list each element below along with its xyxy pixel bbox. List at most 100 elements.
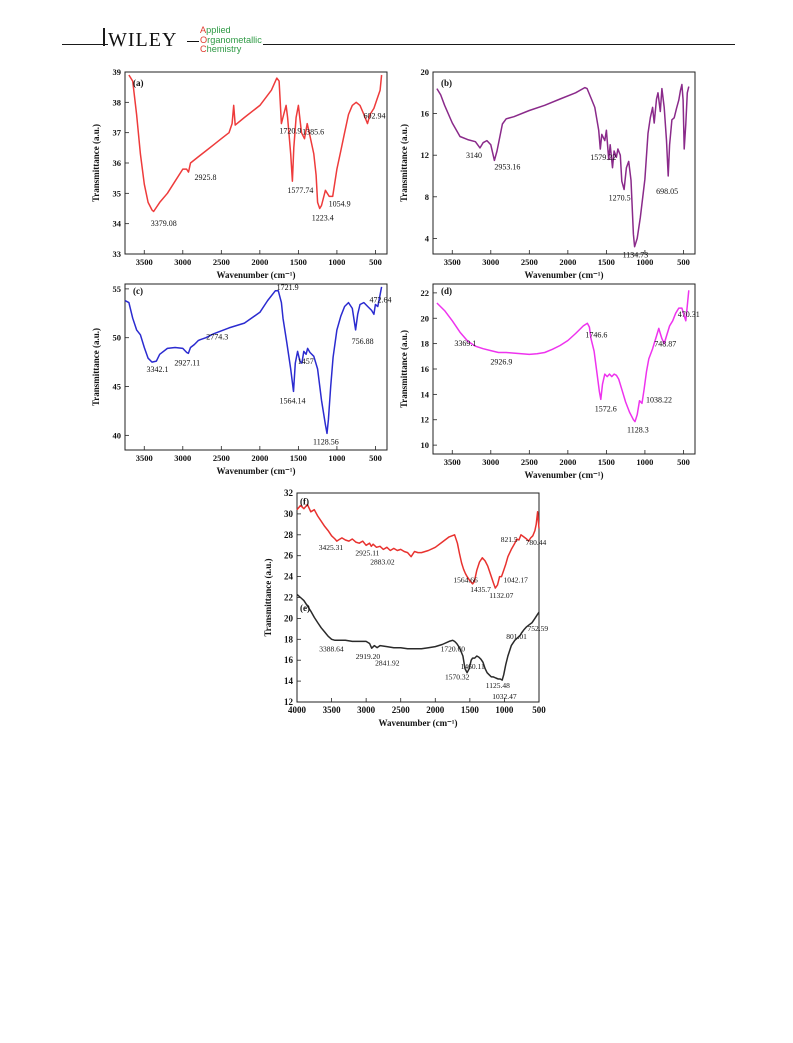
peak-label: 1720.60 — [441, 644, 466, 653]
x-tick-label: 2000 — [559, 457, 576, 467]
x-tick-label: 1500 — [598, 257, 615, 267]
panel-label: (a) — [133, 78, 144, 88]
y-tick-label: 20 — [284, 613, 294, 623]
y-tick-label: 50 — [113, 333, 122, 343]
journal-logo: Applied Organometallic Chemistry — [200, 25, 262, 55]
x-tick-label: 3000 — [482, 457, 499, 467]
journal-line-3: Chemistry — [200, 44, 242, 55]
peak-label: 1564.14 — [279, 396, 305, 405]
peak-label: 1564.66 — [453, 575, 478, 584]
journal-line-2: Organometallic — [200, 34, 262, 45]
ftir-chart-e-f: 4000 3500 3000 2500 2000 1500 1000 500 12 14 16 18 2… — [263, 488, 548, 728]
y-tick-label: 12 — [421, 150, 430, 160]
plot-frame — [124, 283, 388, 451]
peak-label: 1435.7 — [470, 585, 491, 594]
spectrum-line — [436, 83, 690, 248]
peak-label: 2925.11 — [355, 548, 379, 557]
publisher-logo: WILEY — [108, 29, 178, 51]
peak-label: 1577.74 — [287, 186, 313, 195]
y-tick-label: 10 — [421, 440, 430, 450]
x-tick-label: 3500 — [444, 457, 461, 467]
peak-label: 1132.07 — [489, 591, 513, 600]
y-tick-label: 16 — [284, 655, 294, 665]
y-tick-label: 16 — [421, 109, 430, 119]
peak-label: 2841.92 — [375, 659, 400, 668]
x-tick-label: 2000 — [251, 257, 268, 267]
x-tick-label: 3000 — [174, 453, 191, 463]
header-rule-left — [62, 44, 108, 45]
y-tick-label: 30 — [284, 509, 294, 519]
peak-label: 801.01 — [506, 632, 527, 641]
x-tick-label: 3000 — [174, 257, 191, 267]
peak-label: 3388.64 — [319, 644, 344, 653]
peak-label: 1720.9 — [279, 127, 301, 136]
peak-label: 470.31 — [678, 310, 700, 319]
peak-label: 1134.73 — [623, 251, 649, 260]
y-tick-label: 35 — [113, 188, 122, 198]
x-axis-title: Wavenumber (cm⁻¹) — [524, 270, 603, 280]
peak-label: 1721.9 — [277, 283, 299, 292]
y-tick-label: 22 — [284, 593, 294, 603]
x-tick-label: 3500 — [136, 257, 153, 267]
logo-dash — [187, 41, 199, 43]
peak-label: 3342.1 — [146, 365, 168, 374]
peak-label: 2883.02 — [370, 557, 395, 566]
series-label: (f) — [300, 496, 309, 506]
x-tick-label: 1500 — [290, 257, 307, 267]
x-tick-label: 1000 — [495, 705, 514, 715]
x-tick-label: 1000 — [636, 457, 653, 467]
peak-label: 821.5 — [501, 535, 518, 544]
peak-label: 1457 — [298, 357, 314, 366]
y-tick-label: 14 — [421, 389, 430, 399]
spectrum-line — [296, 503, 540, 589]
y-tick-label: 4 — [425, 233, 430, 243]
x-tick-label: 3500 — [444, 257, 461, 267]
x-tick-label: 3000 — [357, 705, 376, 715]
peak-label: 1385.6 — [302, 128, 324, 137]
x-tick-label: 1000 — [328, 257, 345, 267]
y-tick-label: 24 — [284, 572, 294, 582]
x-tick-label: 2000 — [426, 705, 445, 715]
x-tick-label: 3500 — [323, 705, 342, 715]
y-axis-title: Transmittance (a.u.) — [263, 558, 273, 636]
peak-label: 2774.3 — [206, 333, 228, 342]
y-tick-label: 8 — [425, 192, 429, 202]
peak-label: 3425.31 — [319, 543, 344, 552]
peak-label: 1746.6 — [585, 330, 607, 339]
x-tick-label: 2500 — [521, 457, 538, 467]
peak-label: 3369.1 — [454, 339, 476, 348]
peak-label: 1223.4 — [312, 214, 334, 223]
peak-label: 780.44 — [526, 538, 547, 547]
x-tick-label: 500 — [532, 705, 546, 715]
y-tick-label: 20 — [421, 313, 430, 323]
peak-label: 2953.16 — [494, 162, 520, 171]
y-tick-label: 12 — [421, 415, 430, 425]
peak-label: 1572.6 — [595, 404, 617, 413]
x-tick-label: 2500 — [213, 257, 230, 267]
x-axis-title: Wavenumber (cm⁻¹) — [524, 470, 603, 480]
y-tick-label: 36 — [113, 158, 122, 168]
x-tick-label: 2500 — [392, 705, 411, 715]
x-tick-label: 1000 — [636, 257, 653, 267]
peak-label: 1460.11 — [461, 662, 485, 671]
x-tick-label: 2000 — [559, 257, 576, 267]
peak-label: 1270.5 — [609, 194, 631, 203]
x-tick-label: 2000 — [251, 453, 268, 463]
peak-label: 1125.48 — [486, 681, 510, 690]
panel-label: (d) — [441, 286, 452, 296]
peak-label: 3140 — [466, 151, 482, 160]
peak-label: 2919.20 — [356, 652, 381, 661]
x-tick-label: 2500 — [213, 453, 230, 463]
peak-label: 1570.32 — [445, 673, 470, 682]
y-tick-label: 34 — [113, 219, 122, 229]
peak-label: 602.94 — [364, 112, 386, 121]
x-tick-label: 500 — [369, 257, 382, 267]
peak-label: 1042.17 — [504, 576, 529, 585]
peak-label: 1128.56 — [313, 437, 339, 446]
panel-label: (b) — [441, 78, 452, 88]
peak-label: 3379.08 — [151, 219, 177, 228]
plot-frame — [432, 71, 696, 255]
x-tick-label: 500 — [677, 257, 690, 267]
peak-label: 748.87 — [654, 340, 676, 349]
x-tick-label: 500 — [677, 457, 690, 467]
